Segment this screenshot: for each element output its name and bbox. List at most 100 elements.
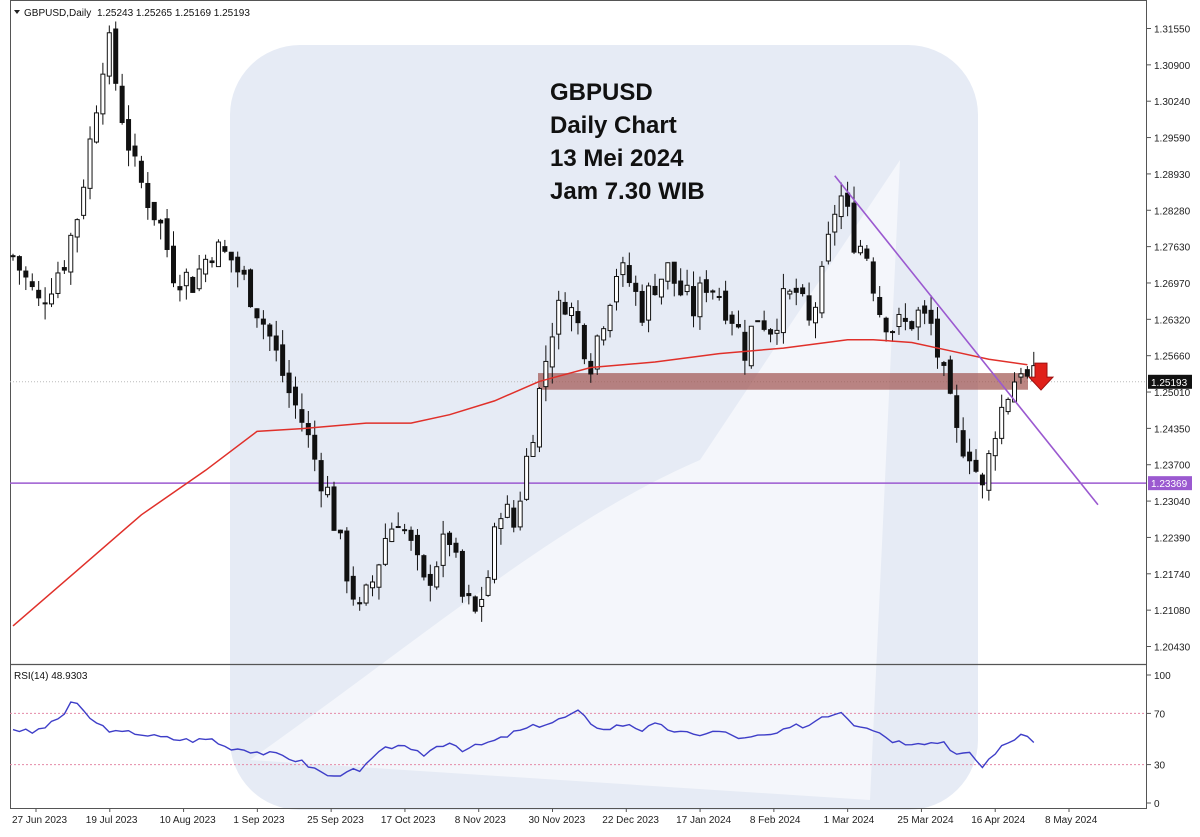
annotation-time: Jam 7.30 WIB <box>550 178 705 205</box>
candle <box>395 512 401 529</box>
symbol-timeframe-label: GBPUSD,Daily <box>24 8 91 19</box>
candle <box>209 257 215 268</box>
candle <box>575 300 581 335</box>
candle-body <box>825 233 831 262</box>
current-price-label: 1.25193 <box>1151 378 1188 389</box>
candle <box>158 218 164 240</box>
candle <box>382 523 388 567</box>
candle <box>1024 366 1030 379</box>
candle <box>325 475 331 498</box>
candle-body <box>928 309 934 324</box>
candle-body <box>569 307 575 317</box>
candle-body <box>838 195 844 218</box>
candle <box>620 256 626 287</box>
candle-body <box>755 320 761 323</box>
candle <box>241 265 247 281</box>
candle-body <box>761 320 767 330</box>
candle <box>536 387 542 453</box>
candle-body <box>421 555 427 578</box>
candle-body <box>877 296 883 315</box>
candle-body <box>800 287 806 295</box>
date-axis-label: 22 Dec 2023 <box>602 815 659 826</box>
candle <box>691 271 697 328</box>
candle-body <box>607 304 613 332</box>
candle-body <box>845 192 851 207</box>
candle <box>517 491 523 531</box>
candle <box>434 561 440 590</box>
candle <box>16 255 22 285</box>
candle <box>119 73 125 125</box>
candle <box>459 549 465 603</box>
descending-trendline <box>834 175 1099 506</box>
candle <box>472 595 478 614</box>
candle-body <box>16 256 22 271</box>
date-axis-label: 1 Sep 2023 <box>233 815 285 826</box>
candle-body <box>524 455 530 500</box>
candle-body <box>299 409 305 423</box>
candle-body <box>363 584 369 604</box>
candle-body <box>716 295 722 298</box>
date-axis-label: 30 Nov 2023 <box>529 815 586 826</box>
candle <box>248 268 254 308</box>
candle-body <box>1024 369 1030 377</box>
candle <box>151 201 157 226</box>
candle-body <box>132 145 138 157</box>
current-price-badge: 1.25193 <box>1148 374 1192 389</box>
candle-body <box>549 336 555 368</box>
candle-body <box>376 564 382 588</box>
candle-body <box>472 596 478 612</box>
candle-body <box>639 290 645 323</box>
candle-body <box>819 265 825 314</box>
price-axis-label: 1.30900 <box>1154 61 1191 72</box>
candle <box>299 393 305 432</box>
candle <box>922 300 928 325</box>
rsi-axis-label: 100 <box>1154 671 1171 682</box>
candle <box>511 500 517 533</box>
candle-body <box>74 219 80 238</box>
candle-body <box>10 255 16 258</box>
candle <box>93 105 99 144</box>
candle <box>440 520 446 578</box>
price-axis-label: 1.30240 <box>1154 97 1191 108</box>
candle <box>556 290 562 350</box>
date-axis-label: 27 Jun 2023 <box>12 815 67 826</box>
candle <box>190 276 196 293</box>
candle-body <box>890 331 896 334</box>
candle <box>81 179 87 220</box>
candle-body <box>241 269 247 275</box>
candle-body <box>729 314 735 324</box>
candle-body <box>864 248 870 259</box>
candle-body <box>29 281 35 288</box>
candle <box>530 434 536 457</box>
candle <box>787 289 793 300</box>
annotation-date: 13 Mei 2024 <box>550 145 684 172</box>
price-axis-label: 1.31550 <box>1154 25 1191 36</box>
rsi-axis-label: 0 <box>1154 799 1160 810</box>
candle <box>260 310 266 340</box>
candle <box>845 181 851 217</box>
candle <box>934 307 940 369</box>
candle <box>671 261 677 297</box>
candle-body <box>190 276 196 293</box>
candle-body <box>61 267 67 271</box>
candle <box>890 330 896 342</box>
candle-body <box>633 282 639 292</box>
candle <box>825 221 831 265</box>
candle-body <box>909 321 915 330</box>
price-axis-label: 1.26970 <box>1154 279 1191 290</box>
candle-body <box>312 434 318 460</box>
candle <box>447 530 453 557</box>
candle-body <box>331 486 337 531</box>
candle <box>312 420 318 472</box>
candle <box>331 481 337 531</box>
candle <box>203 254 209 283</box>
candle <box>337 529 343 540</box>
candle <box>183 268 189 300</box>
support-price-badge: 1.23369 <box>1148 476 1192 491</box>
candle-body <box>543 360 549 388</box>
candle <box>74 218 80 253</box>
candle-body <box>626 265 632 284</box>
candle-body <box>453 542 459 553</box>
candle <box>678 268 684 297</box>
